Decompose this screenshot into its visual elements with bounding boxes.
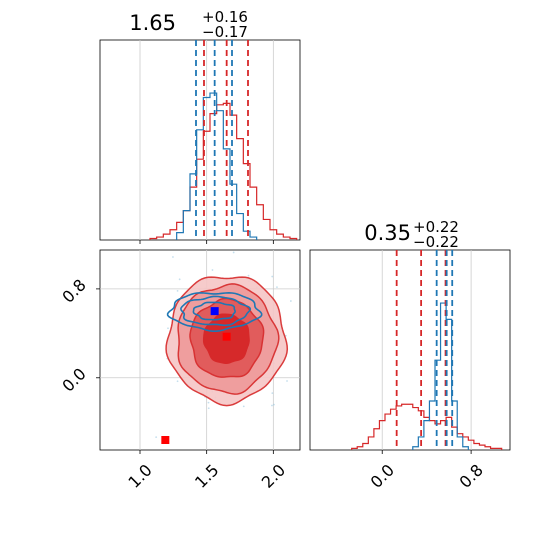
scatter-point [207, 401, 210, 404]
scatter-point [276, 286, 278, 289]
scatter-point [247, 274, 250, 277]
scatter-point [155, 436, 158, 439]
x-ticks: 0.0 0.8 [367, 450, 487, 492]
marker [161, 436, 170, 444]
scatter-point [273, 403, 275, 406]
scatter-point [167, 327, 169, 330]
scatter-point [211, 269, 214, 271]
title-minus: −0.17 [202, 23, 248, 41]
markers [161, 307, 231, 444]
scatter-point [178, 278, 181, 281]
histograms [351, 302, 503, 450]
scatter-point [242, 405, 245, 408]
grid [139, 40, 274, 240]
scatter-point [271, 275, 274, 278]
panel-joint: 1.0 1.5 2.0 0.0 0.8 [58, 249, 301, 492]
histogram-series [351, 403, 503, 450]
scatter-point [232, 251, 235, 254]
scatter-point [271, 404, 273, 407]
scatter-point [286, 380, 288, 382]
scatter-point [271, 392, 274, 395]
x-tick-label: 0.8 [456, 460, 487, 491]
grid [381, 250, 472, 450]
histograms [149, 92, 298, 240]
marker [222, 332, 231, 341]
histogram-series [149, 102, 298, 240]
scatter-point [172, 256, 174, 258]
scatter-point [289, 300, 292, 302]
y-tick-label: 0.8 [58, 275, 89, 306]
x-ticks [139, 240, 274, 244]
panel-frame [99, 39, 301, 241]
quantile-lines [395, 250, 454, 450]
x-tick-label: 2.0 [258, 460, 289, 491]
panel-marginal-2: 0.0 0.8 0.35 +0.22 −0.22 [309, 218, 511, 492]
scatter-point [176, 289, 179, 292]
histogram-series [412, 302, 469, 450]
contour-level [166, 291, 263, 332]
panel-frame [309, 249, 511, 451]
contour-level [192, 301, 236, 321]
contour-level [180, 295, 252, 327]
panel-marginal-1: 1.65 +0.16 −0.17 [99, 8, 301, 244]
quantile-lines [195, 40, 249, 240]
marker [210, 307, 219, 316]
title-value: 0.35 [364, 221, 411, 245]
panel-frame [99, 249, 301, 451]
title-plus: +0.22 [413, 218, 459, 236]
histogram-series [176, 92, 258, 240]
scatter-point [176, 380, 179, 383]
scatter-point [207, 407, 210, 410]
x-tick-label: 0.0 [367, 460, 398, 491]
x-tick-label: 1.5 [191, 460, 222, 491]
title-minus: −0.22 [413, 233, 459, 251]
y-tick-label: 0.0 [58, 364, 89, 395]
contours [165, 276, 289, 407]
x-tick-label: 1.0 [124, 460, 155, 491]
title-plus: +0.16 [202, 8, 248, 26]
title-value: 1.65 [129, 11, 176, 35]
